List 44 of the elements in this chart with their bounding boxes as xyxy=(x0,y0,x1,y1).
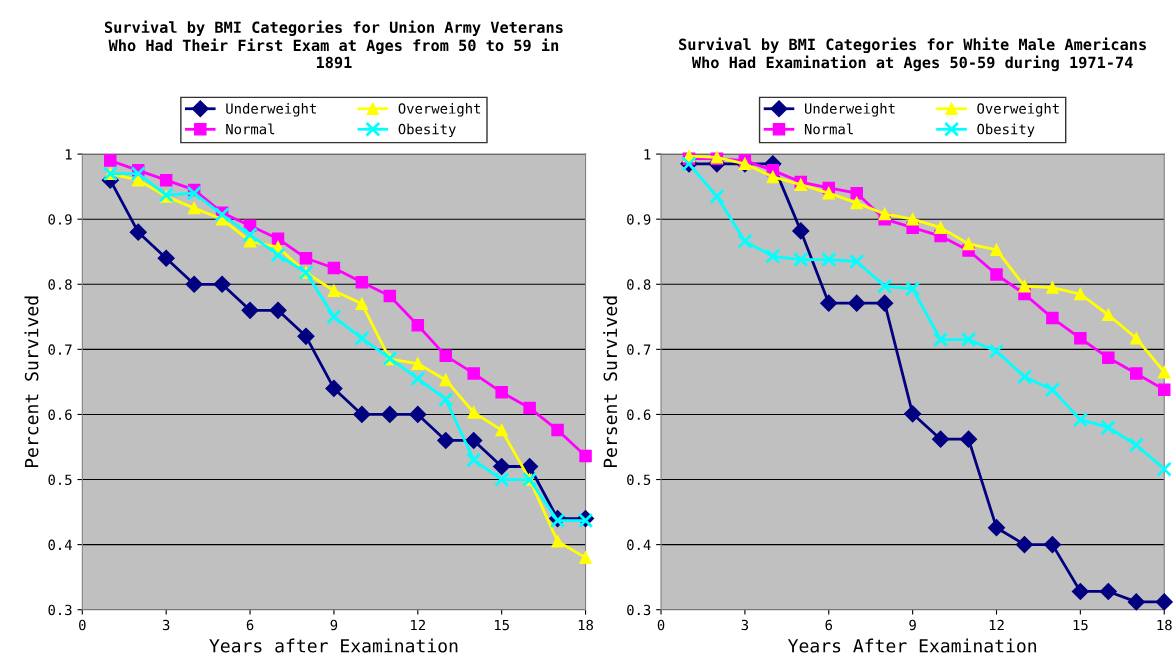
x-tick-label: 0 xyxy=(79,619,86,631)
legend-label: Obesity xyxy=(977,123,1035,138)
legend-label: Normal xyxy=(226,123,275,135)
y-tick-label: 0.7 xyxy=(48,344,72,355)
legend-label: Overweight xyxy=(398,103,481,117)
y-axis-title: Percent Survived xyxy=(24,296,39,468)
legend-label: Obesity xyxy=(398,123,456,138)
y-tick-label: 0.4 xyxy=(627,539,651,551)
y-axis-title: Persent Survived xyxy=(603,296,618,468)
y-tick-label: 0.6 xyxy=(48,409,72,420)
y-tick-label: 0.3 xyxy=(627,604,651,616)
x-tick-label: 18 xyxy=(1157,619,1172,631)
legend-label: Underweight xyxy=(805,103,895,117)
y-tick-label: 0.7 xyxy=(627,344,651,355)
x-tick-label: 3 xyxy=(741,619,749,631)
chart-title: Survival by BMI Categories for Union Army Veterans Who Had Their First Exam at Ages from 50 to 59 in 1891 xyxy=(104,20,563,69)
x-tick-label: 0 xyxy=(657,619,665,631)
x-tick-label: 9 xyxy=(330,619,338,631)
x-tick-label: 9 xyxy=(909,619,916,631)
x-axis-title: Years after Examination xyxy=(209,638,458,653)
x-tick-label: 15 xyxy=(494,619,509,631)
y-tick-label: 0.4 xyxy=(48,539,72,551)
x-tick-label: 12 xyxy=(989,619,1004,631)
x-tick-label: 3 xyxy=(162,619,170,631)
y-tick-label: 0.8 xyxy=(627,279,651,290)
x-tick-label: 18 xyxy=(578,619,594,631)
y-tick-label: 0.8 xyxy=(48,279,72,290)
y-tick-label: 0.6 xyxy=(627,409,651,420)
legend-label: Overweight xyxy=(977,103,1059,117)
x-tick-label: 6 xyxy=(825,619,833,631)
y-tick-label: 0.3 xyxy=(48,604,72,616)
y-tick-label: 0.9 xyxy=(48,214,72,225)
x-tick-label: 6 xyxy=(246,619,254,631)
x-tick-label: 15 xyxy=(1073,619,1088,631)
y-tick-label: 1 xyxy=(644,149,651,160)
legend-label: Normal xyxy=(804,123,853,135)
x-tick-label: 12 xyxy=(411,619,425,631)
x-axis-title: Years After Examination xyxy=(787,638,1037,653)
y-tick-label: 0.5 xyxy=(627,474,651,486)
y-tick-label: 1 xyxy=(65,149,72,160)
y-tick-label: 0.5 xyxy=(48,474,72,486)
chart-title: Survival by BMI Categories for White Male Americans Who Had Examination at Ages 50-59 during 1971-74 xyxy=(679,37,1146,72)
legend-label: Underweight xyxy=(226,103,316,117)
y-tick-label: 0.9 xyxy=(627,214,651,225)
